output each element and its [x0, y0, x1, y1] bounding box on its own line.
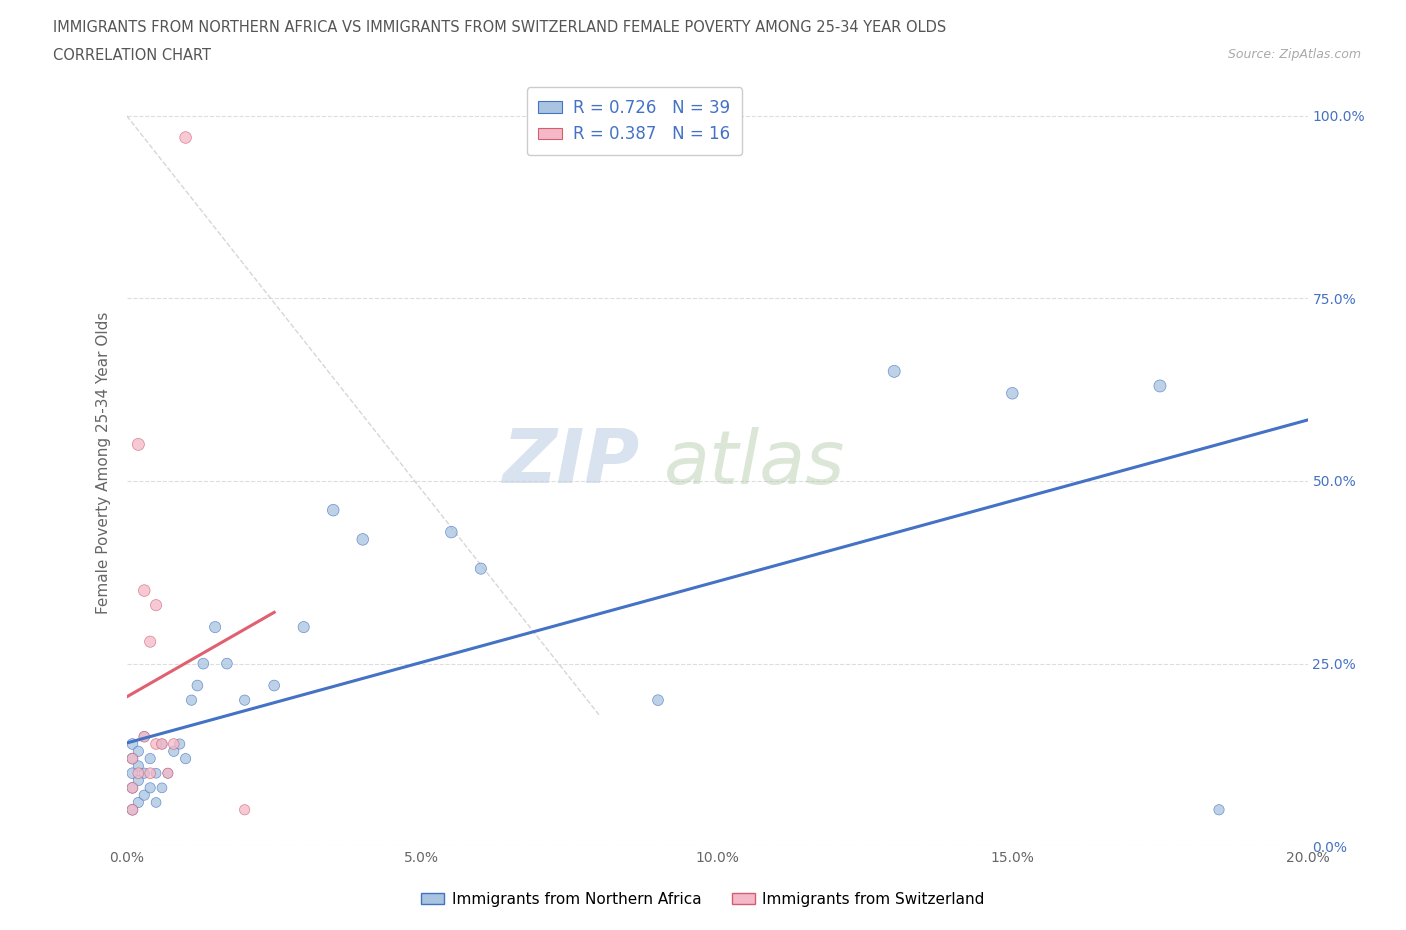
Point: [121, 751, 143, 766]
Point: [174, 751, 197, 766]
Point: [1208, 803, 1230, 817]
Point: [127, 765, 149, 780]
Point: [139, 751, 162, 766]
Point: [193, 657, 215, 671]
Point: [127, 759, 149, 774]
Point: [322, 503, 344, 518]
Point: [215, 657, 238, 671]
Point: [156, 765, 179, 780]
Point: [1149, 379, 1171, 393]
Point: [139, 634, 162, 649]
Text: ZIP: ZIP: [503, 426, 640, 499]
Legend: Immigrants from Northern Africa, Immigrants from Switzerland: Immigrants from Northern Africa, Immigra…: [415, 886, 991, 913]
Point: [121, 780, 143, 795]
Point: [121, 765, 143, 780]
Point: [883, 364, 905, 379]
Point: [145, 765, 167, 780]
Point: [121, 751, 143, 766]
Point: [121, 780, 143, 795]
Point: [150, 737, 173, 751]
Point: [121, 737, 143, 751]
Text: Source: ZipAtlas.com: Source: ZipAtlas.com: [1227, 48, 1361, 61]
Point: [139, 780, 162, 795]
Point: [233, 803, 256, 817]
Point: [204, 619, 226, 634]
Point: [139, 765, 162, 780]
Point: [134, 765, 156, 780]
Point: [180, 693, 202, 708]
Point: [470, 561, 492, 576]
Point: [121, 803, 143, 817]
Point: [1001, 386, 1024, 401]
Point: [145, 795, 167, 810]
Point: [263, 678, 285, 693]
Point: [156, 765, 179, 780]
Text: atlas: atlas: [664, 427, 845, 498]
Point: [292, 619, 315, 634]
Text: IMMIGRANTS FROM NORTHERN AFRICA VS IMMIGRANTS FROM SWITZERLAND FEMALE POVERTY AM: IMMIGRANTS FROM NORTHERN AFRICA VS IMMIG…: [53, 20, 946, 35]
Point: [134, 729, 156, 744]
Point: [163, 744, 186, 759]
Y-axis label: Female Poverty Among 25-34 Year Olds: Female Poverty Among 25-34 Year Olds: [96, 312, 111, 614]
Point: [127, 437, 149, 452]
Point: [352, 532, 374, 547]
Point: [186, 678, 208, 693]
Point: [440, 525, 463, 539]
Point: [163, 737, 186, 751]
Point: [127, 744, 149, 759]
Point: [134, 729, 156, 744]
Point: [174, 130, 197, 145]
Text: CORRELATION CHART: CORRELATION CHART: [53, 48, 211, 63]
Point: [150, 737, 173, 751]
Point: [127, 795, 149, 810]
Point: [121, 803, 143, 817]
Legend: R = 0.726   N = 39, R = 0.387   N = 16: R = 0.726 N = 39, R = 0.387 N = 16: [527, 87, 742, 155]
Point: [145, 598, 167, 613]
Point: [134, 788, 156, 803]
Point: [134, 583, 156, 598]
Point: [127, 773, 149, 788]
Point: [145, 737, 167, 751]
Point: [169, 737, 191, 751]
Point: [647, 693, 669, 708]
Point: [233, 693, 256, 708]
Point: [150, 780, 173, 795]
